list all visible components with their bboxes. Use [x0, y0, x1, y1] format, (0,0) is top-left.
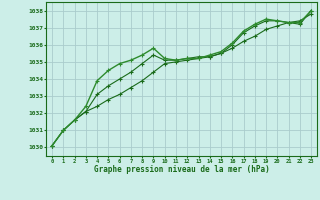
X-axis label: Graphe pression niveau de la mer (hPa): Graphe pression niveau de la mer (hPa): [94, 165, 269, 174]
